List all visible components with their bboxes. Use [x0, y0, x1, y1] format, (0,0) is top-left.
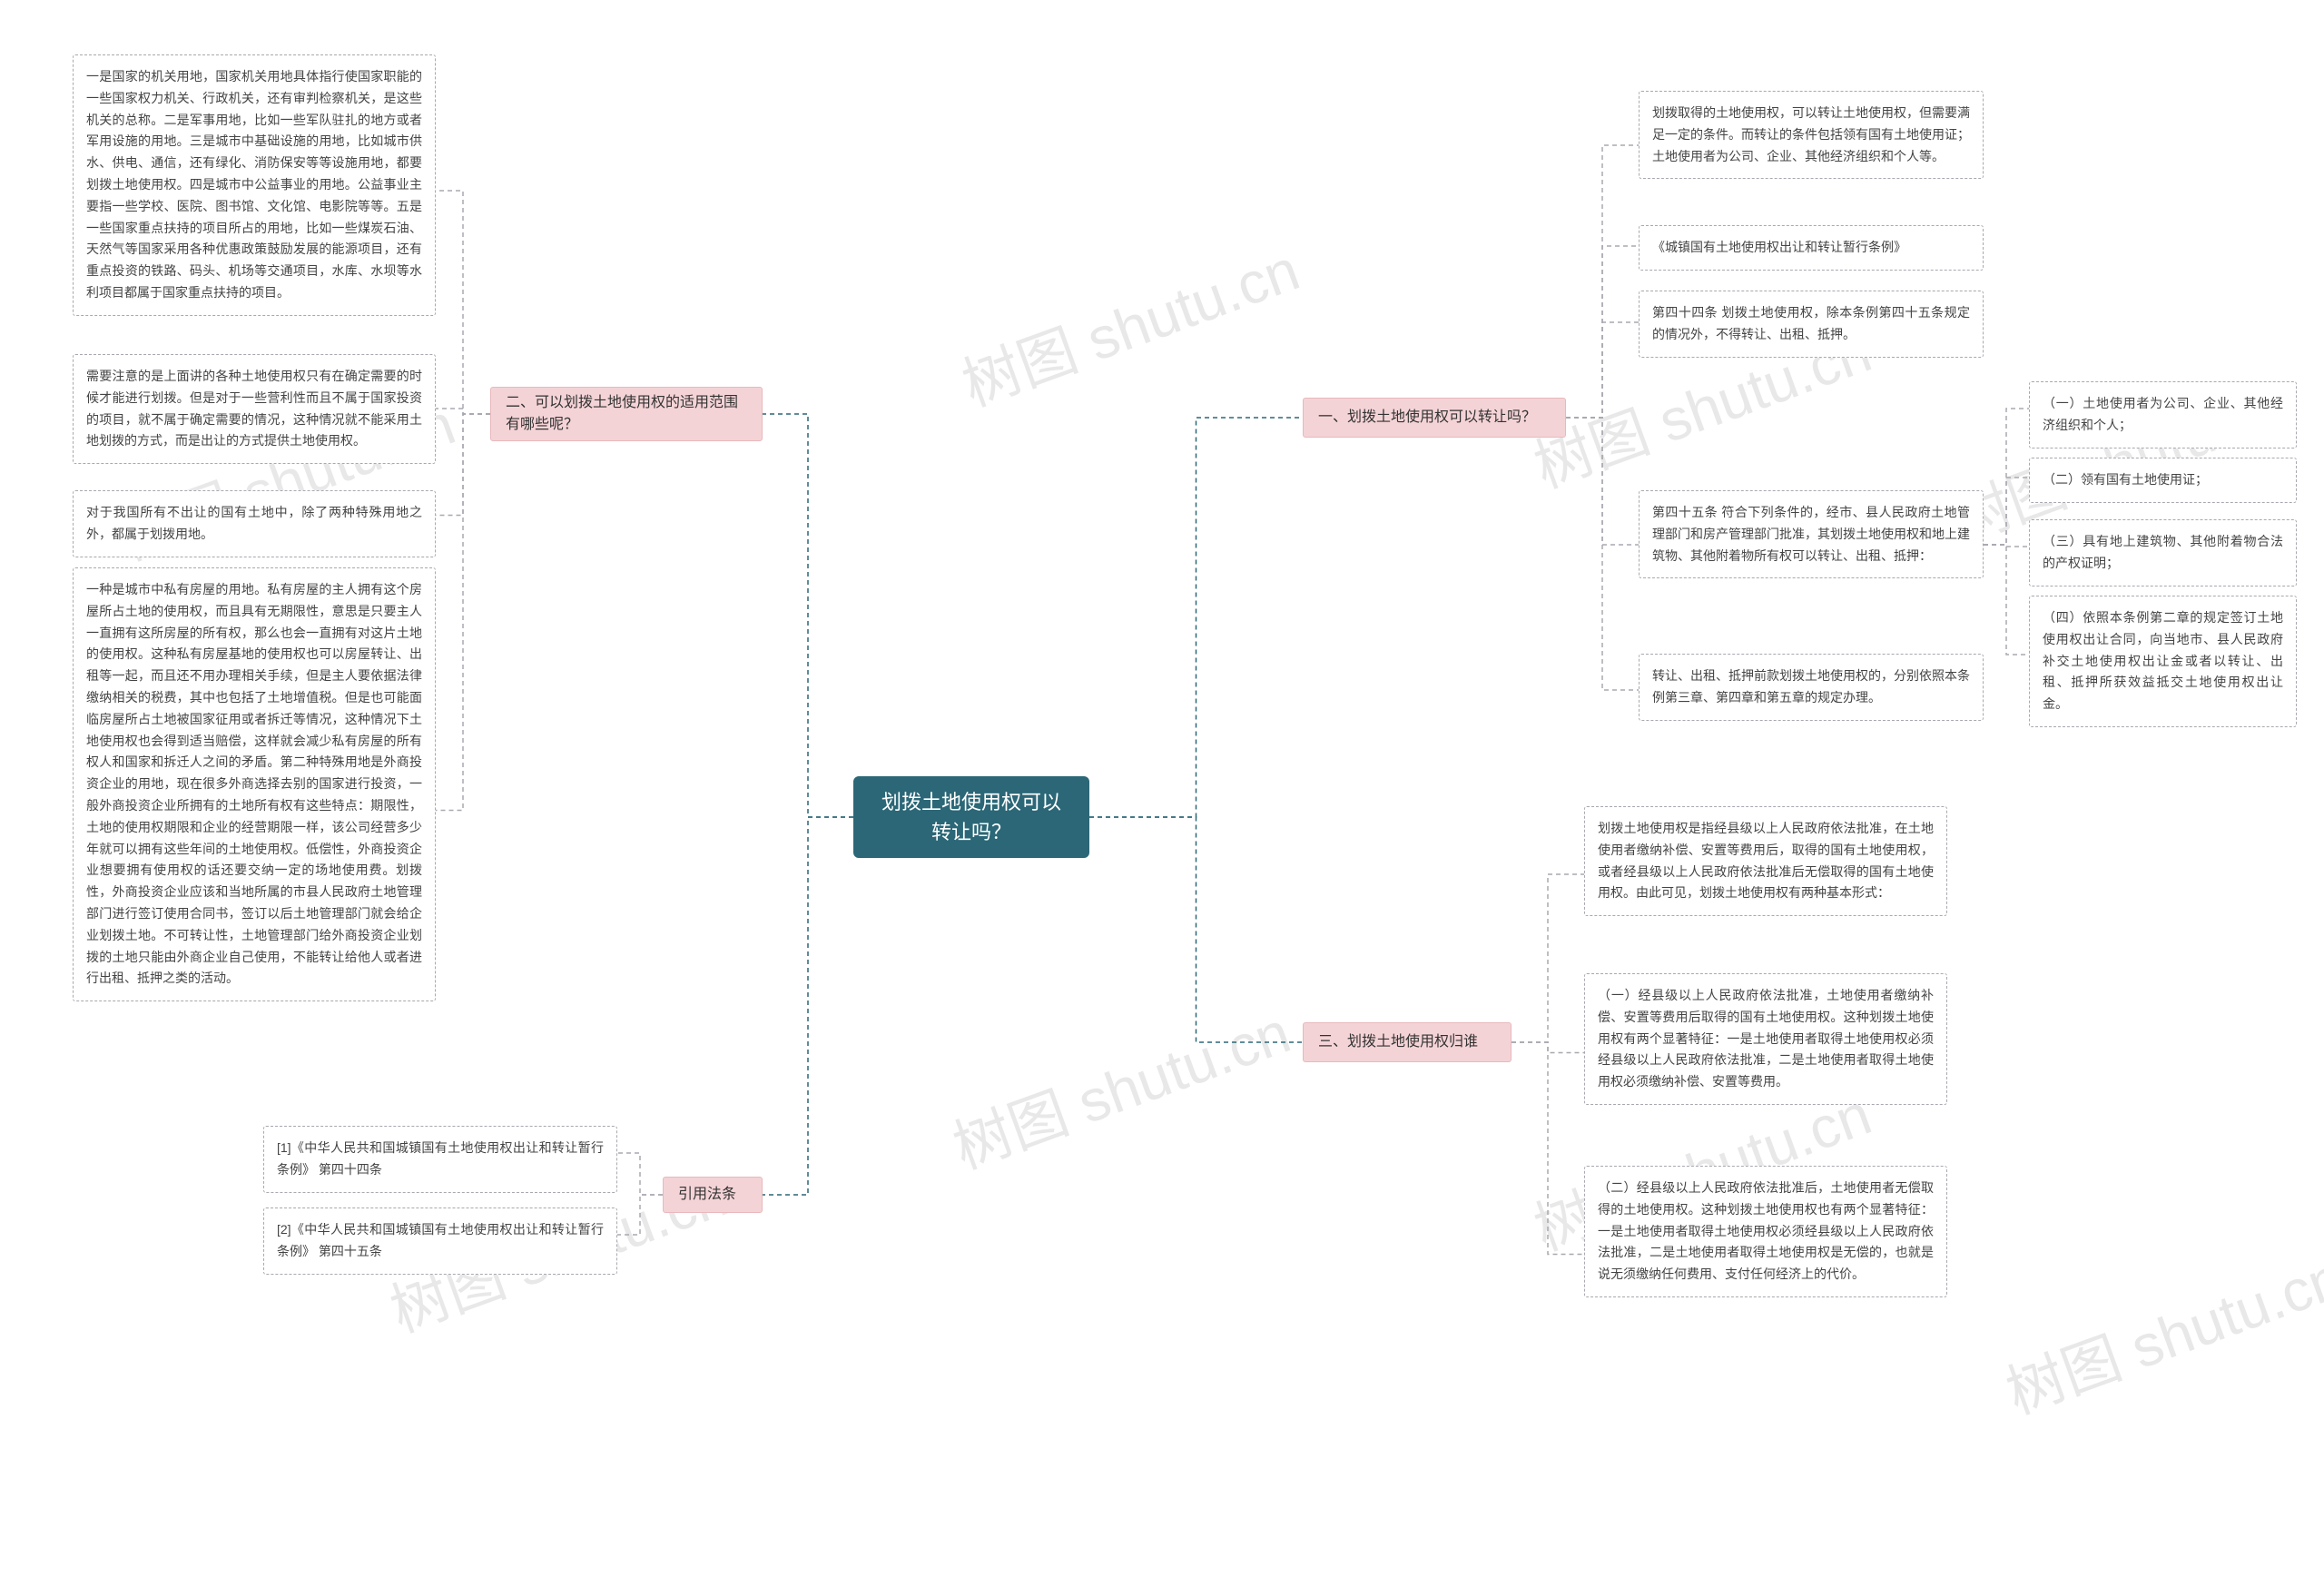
branch-l2: 二、可以划拨土地使用权的适用范围有哪些呢？	[490, 387, 763, 441]
leaf-r1-0: 划拨取得的土地使用权，可以转让土地使用权，但需要满足一定的条件。而转让的条件包括…	[1639, 91, 1984, 179]
leaf-text: （三）具有地上建筑物、其他附着物合法的产权证明；	[2043, 534, 2283, 570]
leaf-text: 一是国家的机关用地，国家机关用地具体指行使国家职能的一些国家权力机关、行政机关，…	[86, 69, 422, 300]
leaf-text: [2]《中华人民共和国城镇国有土地使用权出让和转让暂行条例》 第四十五条	[277, 1222, 604, 1258]
leaf-r3-1: （一）经县级以上人民政府依法批准，土地使用者缴纳补偿、安置等费用后取得的国有土地…	[1584, 973, 1947, 1105]
leaf-r1-2: 第四十四条 划拨土地使用权，除本条例第四十五条规定的情况外，不得转让、出租、抵押…	[1639, 291, 1984, 358]
leaf-l2-3: 一种是城市中私有房屋的用地。私有房屋的主人拥有这个房屋所占土地的使用权，而且具有…	[73, 567, 436, 1001]
root-node: 划拨土地使用权可以转让吗？	[853, 776, 1089, 858]
leaf-r1-1: 《城镇国有土地使用权出让和转让暂行条例》	[1639, 225, 1984, 271]
leaf-r1-3: 第四十五条 符合下列条件的，经市、县人民政府土地管理部门和房产管理部门批准，其划…	[1639, 490, 1984, 578]
leaf-text: 对于我国所有不出让的国有土地中，除了两种特殊用地之外，都属于划拨用地。	[86, 505, 422, 541]
leaf-r1-3-1: （二）领有国有土地使用证；	[2029, 458, 2297, 503]
leaf-text: 需要注意的是上面讲的各种土地使用权只有在确定需要的时候才能进行划拨。但是对于一些…	[86, 369, 422, 448]
branch-r1: 一、划拨土地使用权可以转让吗？	[1303, 398, 1566, 438]
branch-lref: 引用法条	[663, 1177, 763, 1213]
leaf-text: 第四十四条 划拨土地使用权，除本条例第四十五条规定的情况外，不得转让、出租、抵押…	[1652, 305, 1970, 341]
leaf-text: 转让、出租、抵押前款划拨土地使用权的，分别依照本条例第三章、第四章和第五章的规定…	[1652, 668, 1970, 705]
branch-label: 一、划拨土地使用权可以转让吗？	[1318, 407, 1536, 429]
leaf-l2-2: 对于我国所有不出让的国有土地中，除了两种特殊用地之外，都属于划拨用地。	[73, 490, 436, 557]
branch-label: 三、划拨土地使用权归谁	[1318, 1031, 1478, 1053]
leaf-l2-0: 一是国家的机关用地，国家机关用地具体指行使国家职能的一些国家权力机关、行政机关，…	[73, 54, 436, 316]
leaf-r1-3-3: （四）依照本条例第二章的规定签订土地使用权出让合同，向当地市、县人民政府补交土地…	[2029, 596, 2297, 727]
leaf-r3-2: （二）经县级以上人民政府依法批准后，土地使用者无偿取得的土地使用权。这种划拨土地…	[1584, 1166, 1947, 1297]
watermark: 树图 shutu.cn	[950, 223, 1309, 422]
leaf-text: 一种是城市中私有房屋的用地。私有房屋的主人拥有这个房屋所占土地的使用权，而且具有…	[86, 582, 422, 985]
leaf-text: 第四十五条 符合下列条件的，经市、县人民政府土地管理部门和房产管理部门批准，其划…	[1652, 505, 1970, 563]
leaf-text: （一）经县级以上人民政府依法批准，土地使用者缴纳补偿、安置等费用后取得的国有土地…	[1598, 988, 1934, 1089]
leaf-r3-0: 划拨土地使用权是指经县级以上人民政府依法批准，在土地使用者缴纳补偿、安置等费用后…	[1584, 806, 1947, 916]
leaf-r1-3-2: （三）具有地上建筑物、其他附着物合法的产权证明；	[2029, 519, 2297, 586]
leaf-text: 划拨土地使用权是指经县级以上人民政府依法批准，在土地使用者缴纳补偿、安置等费用后…	[1598, 821, 1934, 900]
leaf-text: （二）经县级以上人民政府依法批准后，土地使用者无偿取得的土地使用权。这种划拨土地…	[1598, 1180, 1934, 1281]
watermark: 树图 shutu.cn	[1994, 1231, 2324, 1430]
leaf-r1-3-0: （一）土地使用者为公司、企业、其他经济组织和个人；	[2029, 381, 2297, 448]
leaf-text: （一）土地使用者为公司、企业、其他经济组织和个人；	[2043, 396, 2283, 432]
root-label: 划拨土地使用权可以转让吗？	[877, 787, 1066, 847]
leaf-text: 划拨取得的土地使用权，可以转让土地使用权，但需要满足一定的条件。而转让的条件包括…	[1652, 105, 1970, 163]
branch-r3: 三、划拨土地使用权归谁	[1303, 1022, 1512, 1062]
branch-label: 引用法条	[678, 1184, 736, 1206]
leaf-r1-4: 转让、出租、抵押前款划拨土地使用权的，分别依照本条例第三章、第四章和第五章的规定…	[1639, 654, 1984, 721]
leaf-text: （四）依照本条例第二章的规定签订土地使用权出让合同，向当地市、县人民政府补交土地…	[2043, 610, 2283, 711]
leaf-lref-1: [2]《中华人民共和国城镇国有土地使用权出让和转让暂行条例》 第四十五条	[263, 1208, 617, 1275]
leaf-lref-0: [1]《中华人民共和国城镇国有土地使用权出让和转让暂行条例》 第四十四条	[263, 1126, 617, 1193]
watermark: 树图 shutu.cn	[940, 986, 1300, 1185]
branch-label: 二、可以划拨土地使用权的适用范围有哪些呢？	[506, 392, 747, 436]
leaf-text: 《城镇国有土地使用权出让和转让暂行条例》	[1652, 240, 1906, 254]
leaf-text: [1]《中华人民共和国城镇国有土地使用权出让和转让暂行条例》 第四十四条	[277, 1140, 604, 1177]
leaf-l2-1: 需要注意的是上面讲的各种土地使用权只有在确定需要的时候才能进行划拨。但是对于一些…	[73, 354, 436, 464]
leaf-text: （二）领有国有土地使用证；	[2043, 472, 2208, 487]
